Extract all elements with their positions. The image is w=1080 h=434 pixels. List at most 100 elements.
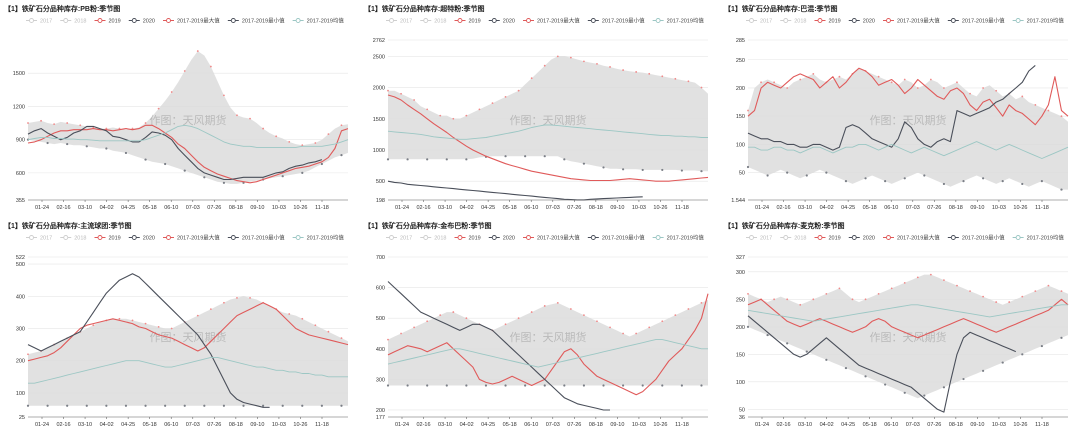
legend-item[interactable]: 2020 bbox=[488, 235, 515, 242]
legend-item[interactable]: 2017-2019最大值 bbox=[163, 17, 220, 25]
max-point bbox=[131, 319, 134, 322]
x-tick-label: 05-18 bbox=[503, 422, 517, 428]
min-point bbox=[942, 386, 946, 389]
min-point bbox=[563, 384, 566, 387]
legend-label: 2020 bbox=[143, 19, 155, 25]
min-point bbox=[884, 383, 887, 386]
legend-item[interactable]: 2019 bbox=[814, 235, 841, 242]
legend-item[interactable]: 2018 bbox=[60, 18, 87, 25]
x-tick-label: 07-03 bbox=[186, 422, 200, 428]
legend-item[interactable]: 2020 bbox=[848, 235, 875, 242]
min-point bbox=[641, 168, 644, 172]
legend-item[interactable]: 2018 bbox=[780, 18, 807, 25]
max-point bbox=[340, 337, 343, 340]
legend-label: 2017-2019均值 bbox=[667, 17, 705, 25]
max-point bbox=[452, 311, 455, 313]
x-tick-label: 07-26 bbox=[927, 205, 941, 211]
legend-item[interactable]: 2017 bbox=[746, 18, 772, 25]
legend-item[interactable]: 2017 bbox=[746, 235, 772, 242]
legend-item[interactable]: 2019 bbox=[814, 18, 841, 25]
legend-item[interactable]: 2019 bbox=[454, 18, 481, 25]
legend-item[interactable]: 2017-2019最小值 bbox=[227, 234, 285, 242]
max-point bbox=[1060, 115, 1063, 118]
max-point bbox=[556, 55, 559, 58]
legend-item[interactable]: 2018 bbox=[60, 235, 87, 242]
legend-item[interactable]: 2017 bbox=[386, 18, 412, 25]
max-point bbox=[327, 330, 330, 333]
legend-item[interactable]: 2017 bbox=[386, 235, 412, 242]
legend-item[interactable]: 2017-2019均值 bbox=[292, 234, 345, 242]
max-point bbox=[969, 290, 971, 292]
max-point bbox=[812, 298, 815, 301]
legend-label: 2018 bbox=[74, 19, 86, 25]
max-point bbox=[786, 87, 789, 89]
min-point bbox=[124, 151, 128, 155]
legend-item[interactable]: 2017-2019最小值 bbox=[947, 234, 1005, 242]
x-tick-label: 09-10 bbox=[610, 205, 624, 211]
min-point bbox=[340, 154, 343, 157]
legend-item[interactable]: 2018 bbox=[780, 235, 807, 242]
legend-item[interactable]: 2017-2019最大值 bbox=[523, 234, 580, 242]
max-point bbox=[674, 77, 677, 80]
y-tick-label: 355 bbox=[16, 198, 25, 204]
legend-item[interactable]: 2017-2019均值 bbox=[652, 234, 705, 242]
y-tick-label: 200 bbox=[16, 359, 25, 365]
legend-label: 2017-2019最大值 bbox=[897, 17, 940, 25]
x-tick-label: 10-03 bbox=[992, 205, 1006, 211]
legend-item[interactable]: 2017-2019最大值 bbox=[163, 234, 220, 242]
legend-item[interactable]: 2017-2019最小值 bbox=[587, 234, 645, 242]
legend-item[interactable]: 2020 bbox=[128, 235, 155, 242]
legend-label: 2017-2019最小值 bbox=[242, 234, 285, 242]
min-max-band bbox=[748, 68, 1068, 190]
legend-item[interactable]: 2017-2019最小值 bbox=[947, 17, 1005, 25]
x-tick-label: 01-24 bbox=[395, 422, 409, 428]
series-line-2019 bbox=[747, 298, 1069, 339]
x-tick-label: 01-24 bbox=[35, 422, 49, 428]
legend-label: 2017-2019最大值 bbox=[537, 17, 580, 25]
legend-item[interactable]: 2017 bbox=[26, 235, 52, 242]
max-point bbox=[196, 50, 199, 52]
y-tick-label: 177 bbox=[376, 415, 385, 421]
legend-item[interactable]: 2018 bbox=[420, 18, 447, 25]
x-tick-label: 01-24 bbox=[755, 422, 769, 428]
legend-item[interactable]: 2017-2019均值 bbox=[1012, 234, 1065, 242]
min-point bbox=[1021, 182, 1024, 186]
min-point bbox=[426, 384, 429, 387]
min-point bbox=[301, 171, 304, 174]
legend-item[interactable]: 2019 bbox=[454, 235, 481, 242]
legend-item[interactable]: 2017-2019最大值 bbox=[883, 234, 940, 242]
min-point bbox=[262, 404, 265, 407]
max-point bbox=[648, 72, 651, 75]
max-point bbox=[773, 81, 776, 84]
legend-item[interactable]: 2017-2019均值 bbox=[1012, 17, 1065, 25]
max-point bbox=[969, 92, 971, 95]
legend-item[interactable]: 2017-2019最大值 bbox=[523, 17, 580, 25]
legend-item[interactable]: 2020 bbox=[128, 18, 155, 25]
x-tick-label: 10-03 bbox=[632, 205, 646, 211]
legend-item[interactable]: 2017-2019最大值 bbox=[883, 17, 940, 25]
x-tick-label: 03-10 bbox=[78, 205, 92, 211]
legend-item[interactable]: 2020 bbox=[848, 18, 875, 25]
legend-item[interactable]: 2017-2019最小值 bbox=[587, 17, 645, 25]
x-tick-label: 03-10 bbox=[78, 422, 92, 428]
y-tick-label: 300 bbox=[736, 270, 745, 276]
x-tick-label: 10-26 bbox=[1013, 422, 1027, 428]
max-point bbox=[903, 78, 906, 81]
legend-item[interactable]: 2018 bbox=[420, 235, 447, 242]
max-point bbox=[1021, 95, 1024, 98]
legend-item[interactable]: 2017-2019最小值 bbox=[227, 17, 285, 25]
legend-label: 2017-2019最大值 bbox=[177, 234, 220, 242]
legend-item[interactable]: 2019 bbox=[94, 235, 121, 242]
min-point bbox=[124, 404, 128, 407]
series-line-mean bbox=[27, 124, 349, 148]
legend-item[interactable]: 2017-2019均值 bbox=[292, 17, 345, 25]
legend-item[interactable]: 2020 bbox=[488, 18, 515, 25]
max-point bbox=[635, 332, 638, 335]
min-point bbox=[641, 384, 644, 387]
max-point bbox=[1047, 109, 1050, 112]
legend-item[interactable]: 2017 bbox=[26, 18, 52, 25]
legend-label: 2018 bbox=[794, 19, 806, 25]
legend-item[interactable]: 2019 bbox=[94, 18, 121, 25]
max-point bbox=[583, 314, 585, 317]
legend-item[interactable]: 2017-2019均值 bbox=[652, 17, 705, 25]
